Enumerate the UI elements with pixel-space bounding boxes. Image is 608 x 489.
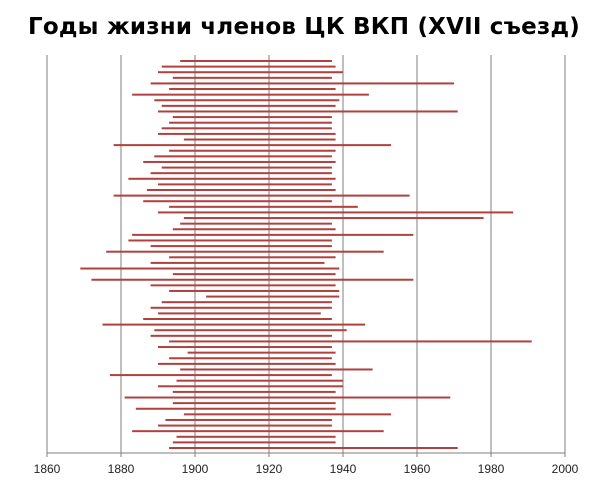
lifespan-bar <box>169 289 340 292</box>
lifespan-bar <box>150 245 332 248</box>
lifespan-bar <box>161 166 332 169</box>
lifespan-bar <box>150 306 332 309</box>
lifespan-bar <box>143 160 336 163</box>
lifespan-bar <box>113 144 392 147</box>
lifespan-bar <box>176 379 343 382</box>
lifespan-bar <box>158 346 332 349</box>
lifespan-bar <box>169 340 532 343</box>
lifespan-bar <box>158 110 458 113</box>
lifespan-bar <box>158 424 332 427</box>
lifespan-bar <box>158 312 321 315</box>
lifespan-bar <box>172 390 336 393</box>
lifespan-bar <box>158 71 343 74</box>
lifespan-bar <box>172 228 336 231</box>
lifespan-bar <box>172 441 336 444</box>
lifespan-bar <box>150 82 454 85</box>
lifespan-bar <box>158 385 343 388</box>
lifespan-bar <box>206 295 340 298</box>
lifespan-bar <box>161 65 336 68</box>
lifespan-bar <box>143 200 332 203</box>
chart-title: Годы жизни членов ЦК ВКП (XVII съезд) <box>28 14 580 40</box>
lifespan-bar <box>187 351 336 354</box>
lifespan-bar <box>169 447 458 449</box>
lifespan-bar <box>150 284 336 287</box>
lifespan-bar <box>172 76 332 79</box>
x-tick-label: 2000 <box>552 462 579 476</box>
lifespan-bar <box>154 99 340 102</box>
lifespan-bar <box>102 323 366 326</box>
lifespan-bar <box>106 250 384 253</box>
lifespan-bar <box>154 155 332 158</box>
x-tick-label: 1920 <box>256 462 283 476</box>
lifespan-bar <box>176 435 336 438</box>
lifespan-bar <box>165 418 332 421</box>
lifespan-bar <box>169 88 336 91</box>
lifespan-bar <box>158 132 336 135</box>
x-tick-label: 1860 <box>34 462 61 476</box>
lifespan-bar <box>183 413 392 416</box>
lifespan-bar <box>150 334 332 337</box>
lifespan-bar <box>183 217 484 220</box>
lifespan-bar <box>158 211 514 214</box>
lifespan-bar <box>158 362 336 365</box>
lifespan-bars <box>80 60 532 449</box>
lifespan-bar <box>183 138 336 141</box>
lifespan-bar <box>161 104 336 107</box>
x-tick-label: 1960 <box>404 462 431 476</box>
lifespan-bar <box>80 267 340 270</box>
lifespan-bar <box>91 278 414 281</box>
lifespan-bar <box>128 177 336 180</box>
lifespan-bar <box>180 222 332 225</box>
lifespan-bar <box>150 261 325 264</box>
x-tick-label: 1880 <box>108 462 135 476</box>
x-tick-label: 1940 <box>330 462 357 476</box>
gridlines <box>46 55 566 453</box>
lifespan-bar <box>132 93 369 96</box>
lifespan-bar <box>180 368 373 371</box>
lifespan-bar <box>109 374 332 377</box>
lifespan-bar <box>146 189 336 191</box>
lifespan-bar <box>169 357 332 360</box>
x-tick-label: 1900 <box>182 462 209 476</box>
lifespan-bar <box>169 149 336 152</box>
lifespan-bar <box>169 205 358 208</box>
lifespan-bar <box>169 256 336 259</box>
lifespan-bar <box>124 396 451 399</box>
lifespan-bar <box>172 402 336 405</box>
lifespan-bar <box>172 116 332 119</box>
lifespan-bar <box>132 430 384 433</box>
lifespan-bar <box>113 194 410 197</box>
x-axis: 1860 1880 1900 1920 1940 1960 1980 2000 <box>34 452 579 476</box>
lifespan-bar <box>172 273 336 276</box>
lifespan-bar <box>158 183 332 186</box>
lifespan-bar <box>161 301 332 304</box>
lifespan-bar <box>143 318 332 320</box>
lifespan-bar <box>180 60 332 62</box>
lifespan-bar <box>128 239 332 242</box>
lifespan-bar <box>150 172 332 175</box>
lifespan-bar <box>132 233 414 236</box>
lifespan-bar <box>135 407 336 410</box>
x-tick-label: 1980 <box>478 462 505 476</box>
lifespan-bar <box>169 121 332 124</box>
lifespan-bar <box>154 329 347 332</box>
lifespan-bar <box>161 127 332 130</box>
